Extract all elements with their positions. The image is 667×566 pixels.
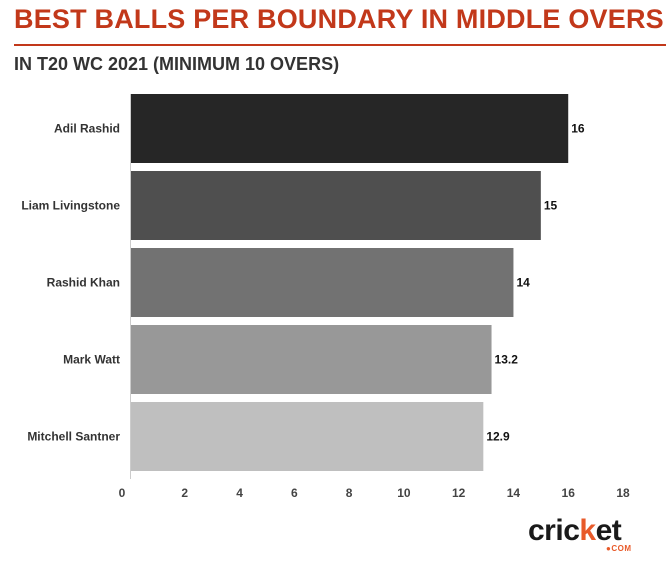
category-label: Mitchell Santner bbox=[27, 430, 120, 444]
x-tick-label: 0 bbox=[119, 486, 126, 500]
value-label: 12.9 bbox=[486, 430, 510, 444]
value-label: 16 bbox=[571, 122, 585, 136]
chart-subtitle: IN T20 WC 2021 (MINIMUM 10 OVERS) bbox=[14, 54, 340, 74]
bar-mitchell-santner bbox=[131, 402, 484, 471]
category-label: Rashid Khan bbox=[47, 276, 120, 290]
category-label: Liam Livingstone bbox=[21, 199, 120, 213]
logo-suffix: ●COM bbox=[606, 544, 632, 553]
x-tick-label: 18 bbox=[616, 486, 630, 500]
x-tick-label: 4 bbox=[236, 486, 243, 500]
value-label: 14 bbox=[516, 276, 530, 290]
x-tick-label: 6 bbox=[291, 486, 298, 500]
chart-title: BEST BALLS PER BOUNDARY IN MIDDLE OVERS bbox=[14, 4, 664, 34]
x-tick-label: 10 bbox=[397, 486, 411, 500]
x-tick-label: 2 bbox=[181, 486, 188, 500]
bar-rashid-khan bbox=[131, 248, 514, 317]
cricket-com-logo: cricket bbox=[528, 514, 622, 547]
bar-adil-rashid bbox=[131, 94, 569, 163]
x-tick-label: 8 bbox=[346, 486, 353, 500]
title-divider bbox=[14, 44, 666, 46]
value-label: 15 bbox=[544, 199, 558, 213]
x-tick-label: 16 bbox=[562, 486, 576, 500]
bar-mark-watt bbox=[131, 325, 492, 394]
category-label: Adil Rashid bbox=[54, 122, 120, 136]
category-label: Mark Watt bbox=[63, 353, 120, 367]
bar-liam-livingstone bbox=[131, 171, 541, 240]
value-label: 13.2 bbox=[495, 353, 519, 367]
x-tick-label: 12 bbox=[452, 486, 466, 500]
x-tick-label: 14 bbox=[507, 486, 521, 500]
